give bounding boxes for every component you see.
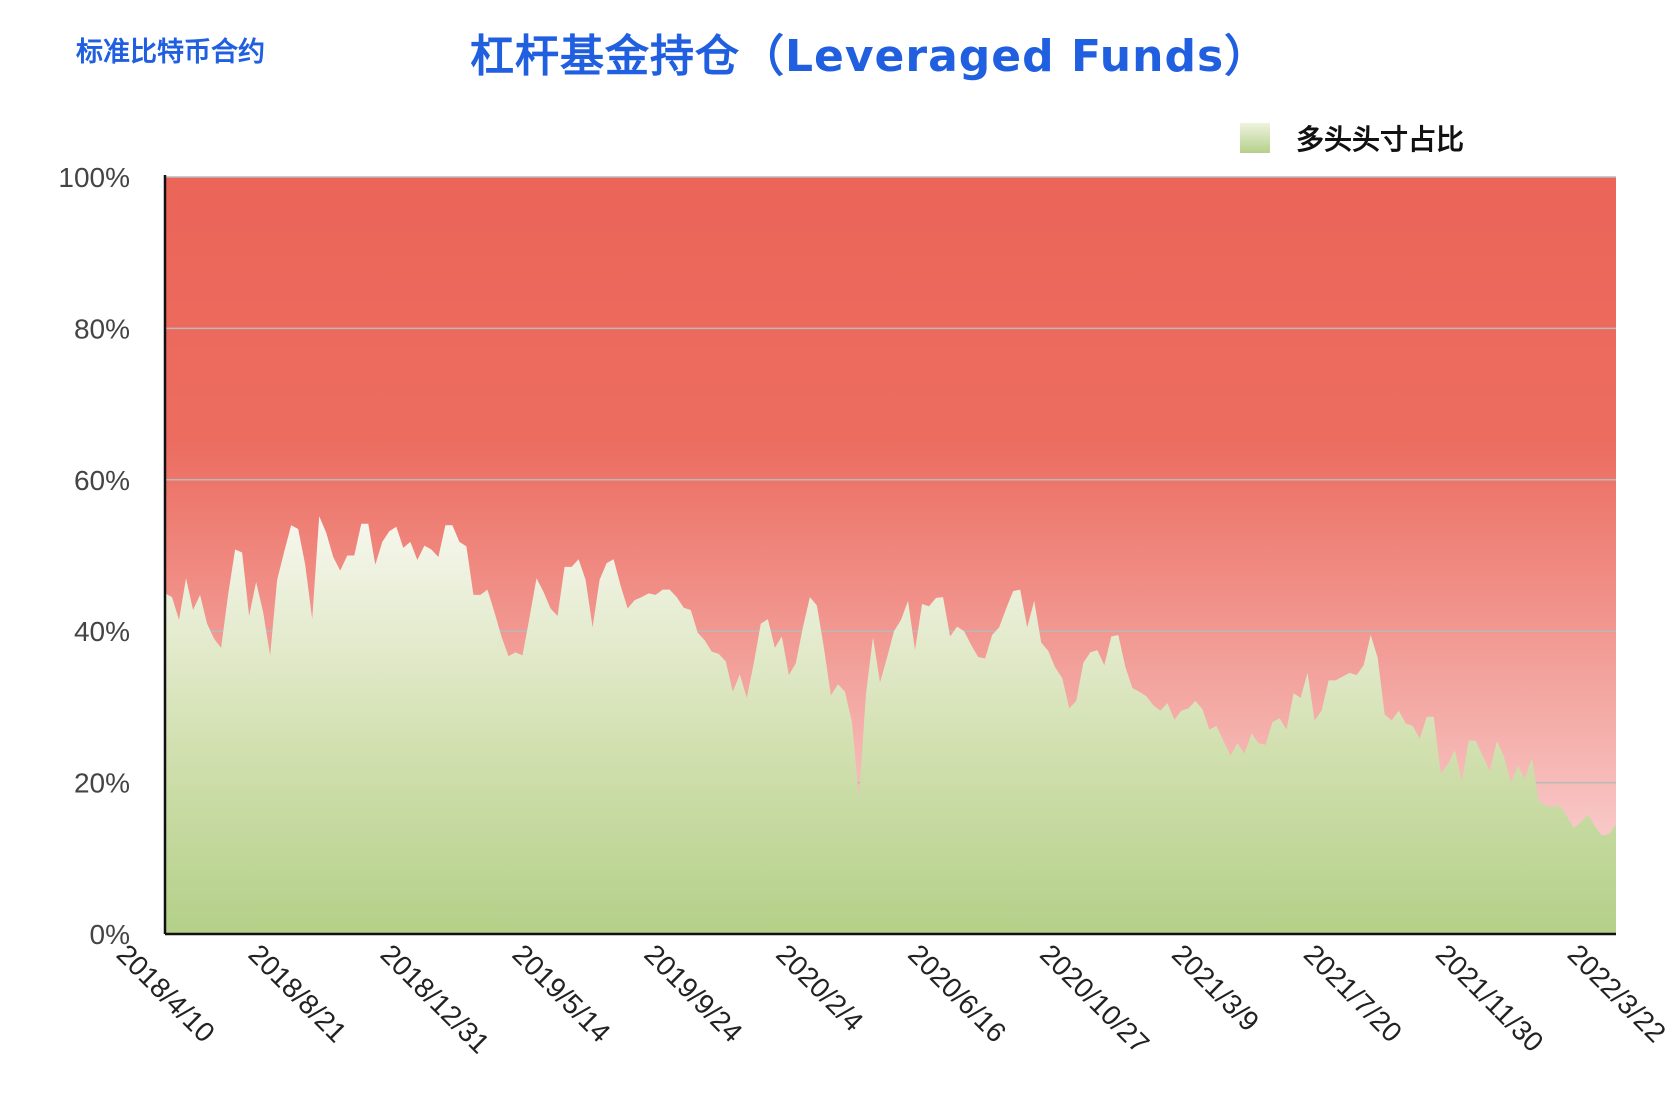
legend-swatch-long [1240,123,1270,153]
chart-title: 杠杆基金持仓（Leveraged Funds） [470,31,1270,82]
x-tick-label: 2018/4/10 [111,938,221,1048]
x-tick-label: 2020/10/27 [1034,938,1155,1059]
long-position-area [165,516,1616,934]
x-tick-label: 2020/2/4 [770,938,869,1037]
x-tick-label: 2022/3/22 [1562,938,1672,1048]
legend-label-long: 多头头寸占比 [1296,123,1465,156]
legend: 多头头寸占比 [1240,118,1464,158]
x-tick-label: 2021/7/20 [1298,938,1408,1048]
y-tick-label: 100% [58,162,130,193]
y-tick-label: 20% [74,768,130,799]
y-tick-label: 80% [74,313,130,344]
y-tick-label: 60% [74,465,130,496]
x-tick-label: 2020/6/16 [902,938,1012,1048]
x-tick-label: 2018/8/21 [243,938,353,1048]
x-tick-label: 2021/11/30 [1430,938,1550,1058]
y-tick-label: 0% [90,919,130,950]
x-tick-label: 2019/9/24 [638,938,748,1048]
x-tick-label: 2018/12/31 [375,938,496,1059]
y-tick-label: 40% [74,616,130,647]
x-tick-label: 2021/3/9 [1166,938,1265,1037]
contract-label: 标准比特币合约 [76,37,265,68]
x-tick-label: 2019/5/14 [506,938,616,1048]
